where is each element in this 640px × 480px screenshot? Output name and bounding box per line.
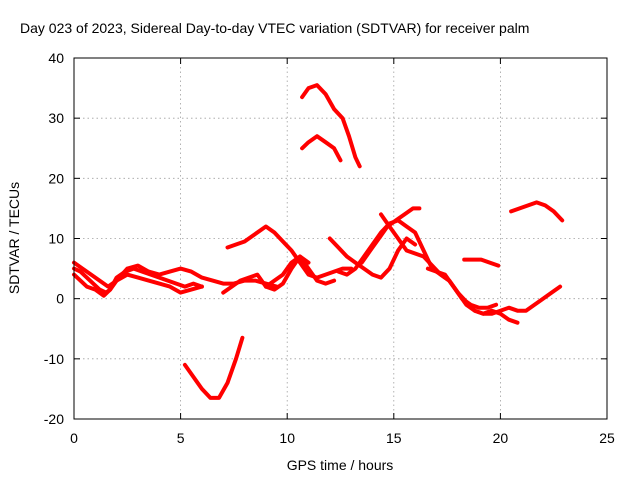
series-line-track-8 [300,83,362,169]
series-line-track-2 [72,272,204,298]
series-line-track-7 [263,254,311,289]
x-tick-label: 10 [279,430,295,446]
series-line-track-16 [509,200,565,223]
y-tick-label: -10 [44,351,64,367]
series-line-track-15 [462,257,501,268]
x-tick-label: 25 [599,430,615,446]
tick-layer: 0 5 10 15 20 25 -20 -10 0 10 20 30 40 [44,50,615,446]
y-tick-label: 30 [48,110,64,126]
y-axis-label: SDTVAR / TECUs [6,182,22,294]
series-line-track-4 [182,335,245,400]
series-line-track-12 [359,206,422,265]
x-axis-label: GPS time / hours [287,457,394,473]
series-layer [72,83,565,400]
series-line-track-5 [225,224,354,280]
x-tick-label: 20 [493,430,509,446]
chart-title: Day 023 of 2023, Sidereal Day-to-day VTE… [20,20,529,36]
y-tick-label: 0 [56,291,64,307]
x-tick-label: 0 [70,430,78,446]
series-line-track-11 [336,218,563,316]
series-line-track-1 [72,266,204,295]
grid-layer [74,58,607,419]
series-line-track-14 [425,266,499,310]
series-line-track-6 [221,254,337,295]
series-line-track-10 [327,236,418,280]
y-tick-label: 40 [48,50,64,66]
y-tick-label: 20 [48,170,64,186]
y-tick-label: -20 [44,411,64,427]
x-tick-label: 15 [386,430,402,446]
x-tick-label: 5 [177,430,185,446]
y-tick-label: 10 [48,231,64,247]
series-line-track-9 [300,134,343,163]
